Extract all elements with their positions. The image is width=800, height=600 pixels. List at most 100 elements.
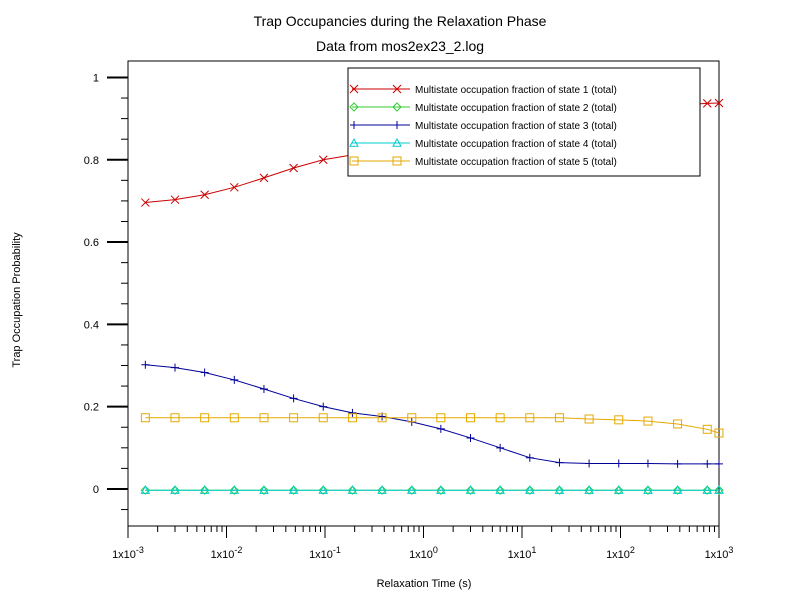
- y-axis-ticks: 0 0.2 0.4 0.6 0.8 1: [84, 72, 128, 511]
- series-4-point: [554, 485, 565, 494]
- series-5-point: [702, 424, 712, 434]
- series-3: [141, 360, 723, 468]
- series-1-point: [714, 98, 724, 108]
- series-2-point: [377, 485, 387, 495]
- legend-swatch-marker: [392, 137, 402, 147]
- series-4-point: [199, 485, 210, 494]
- series-3-point: [673, 459, 682, 468]
- series-4-point: [672, 485, 683, 494]
- series-1-point: [229, 182, 239, 192]
- legend-swatch-marker: [392, 84, 402, 94]
- series-3-point: [230, 375, 239, 384]
- series-5-point: [714, 428, 724, 438]
- series-2-point: [229, 485, 240, 495]
- chart-title: Trap Occupancies during the Relaxation P…: [254, 13, 547, 29]
- series-3-point: [436, 424, 445, 433]
- series-2-point: [643, 485, 653, 495]
- series-4-point: [702, 485, 713, 494]
- series-5: [140, 413, 724, 438]
- legend-entry-5: Multistate occupation fraction of state …: [349, 156, 617, 168]
- x-tick-label-exponent: 2: [630, 545, 635, 555]
- series-5-point: [495, 413, 505, 423]
- legend-swatch-marker: [349, 137, 359, 147]
- series-3-point: [614, 459, 623, 468]
- series-5-point: [318, 413, 328, 423]
- series-5-point: [643, 416, 653, 426]
- legend-swatch-marker: [392, 102, 402, 112]
- x-tick-label-exponent: 3: [728, 545, 733, 555]
- y-tick-label: 0: [93, 484, 99, 496]
- series-5-point: [554, 413, 564, 423]
- x-tick-label: 1x10-1: [309, 545, 341, 561]
- x-tick-label-base: 1x10: [211, 549, 235, 561]
- series-3-point: [525, 453, 534, 462]
- x-tick-label-exponent: 1: [531, 545, 536, 555]
- y-tick-label: 0.2: [84, 402, 99, 414]
- series-3-point: [259, 384, 268, 393]
- series-3-point: [715, 459, 723, 468]
- series-5-point: [140, 413, 150, 423]
- series-2-point: [672, 485, 683, 495]
- x-tick-label-base: 1x10: [705, 549, 729, 561]
- series-1-point: [289, 163, 298, 173]
- series-4-point: [613, 485, 624, 494]
- series-4-point: [377, 485, 387, 494]
- series-4: [140, 485, 724, 494]
- legend-entry-2: Multistate occupation fraction of state …: [349, 102, 617, 114]
- legend-swatch-marker: [393, 121, 401, 129]
- x-tick-label: 1x103: [705, 545, 734, 561]
- legend-swatch-marker: [349, 102, 359, 112]
- series-2-point: [259, 485, 269, 495]
- series-1-point: [140, 198, 150, 207]
- series-3-point: [555, 458, 564, 467]
- series-2-point: [347, 485, 358, 495]
- legend: Multistate occupation fraction of state …: [347, 67, 701, 177]
- x-tick-label-exponent: -1: [333, 545, 341, 555]
- series-5-point: [614, 415, 624, 425]
- series-4-point: [288, 485, 299, 494]
- series-1-point: [170, 195, 180, 205]
- y-axis-label: Trap Occupation Probability: [11, 232, 23, 368]
- legend-box: [347, 67, 701, 177]
- x-tick-label-exponent: 0: [433, 545, 438, 555]
- x-axis-label: Relaxation Time (s): [377, 578, 472, 590]
- series-2-point: [525, 485, 535, 495]
- legend-entry-1: Multistate occupation fraction of state …: [349, 84, 617, 96]
- series-2-point: [436, 485, 446, 495]
- series-1-point: [318, 155, 328, 165]
- x-tick-label: 1x100: [409, 545, 438, 561]
- x-tick-label-base: 1x10: [606, 549, 630, 561]
- series-3-point: [319, 402, 328, 411]
- series-2-point: [199, 485, 210, 495]
- legend-entries: Multistate occupation fraction of state …: [349, 84, 617, 168]
- series-2-point: [288, 485, 299, 495]
- series-4-point: [259, 485, 269, 494]
- series-4-point: [584, 485, 594, 494]
- x-tick-label: 1x102: [606, 545, 635, 561]
- series-4-point: [347, 485, 358, 494]
- legend-label: Multistate occupation fraction of state …: [415, 157, 617, 168]
- series-5-point: [229, 413, 239, 423]
- series-4-point: [465, 485, 476, 494]
- series-4-point: [495, 485, 505, 494]
- series-5-point: [289, 413, 299, 423]
- series-4-point: [524, 485, 535, 494]
- series-3-point: [643, 459, 652, 468]
- series-1-point: [702, 99, 712, 108]
- series-2-point: [170, 485, 180, 495]
- legend-entry-4: Multistate occupation fraction of state …: [349, 137, 617, 150]
- series-4-point: [714, 485, 724, 494]
- series-5-point: [259, 413, 269, 423]
- legend-swatch-marker: [349, 156, 359, 166]
- series-4-point: [406, 485, 417, 494]
- series-5-point: [465, 413, 475, 423]
- series-5-line: [145, 417, 720, 434]
- x-tick-label-base: 1x10: [112, 549, 136, 561]
- series-5-point: [347, 413, 357, 423]
- series-2-point: [318, 485, 328, 495]
- x-tick-label-base: 1x10: [309, 549, 333, 561]
- series-3-point: [289, 394, 298, 403]
- series-2-point: [407, 485, 417, 495]
- series-4-point: [170, 485, 180, 494]
- series-5-point: [377, 413, 387, 423]
